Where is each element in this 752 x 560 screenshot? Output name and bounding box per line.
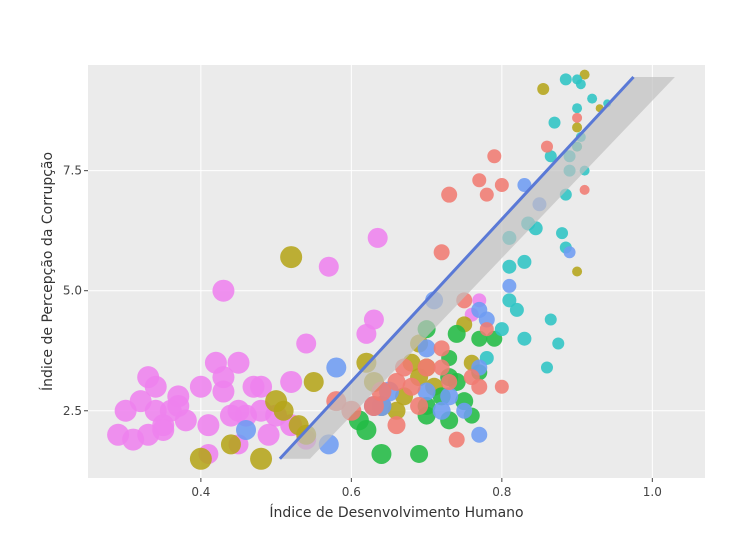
data-point (517, 254, 532, 269)
data-point (152, 418, 175, 441)
data-point (471, 426, 488, 443)
grid-lines (88, 65, 705, 478)
data-point (144, 375, 167, 398)
data-point (572, 103, 583, 114)
y-tick-label: 2.5 (63, 404, 82, 418)
data-point (471, 378, 488, 395)
data-point (509, 302, 524, 317)
data-point (540, 361, 553, 374)
data-points (107, 69, 612, 470)
confidence-band (279, 77, 675, 459)
data-point (479, 187, 494, 202)
data-point (494, 379, 509, 394)
data-point (563, 246, 576, 259)
data-point (433, 244, 450, 261)
data-point (579, 184, 590, 195)
data-point (579, 69, 590, 80)
data-point (441, 186, 458, 203)
data-point (326, 357, 347, 378)
data-point (363, 309, 384, 330)
data-point (189, 447, 212, 470)
data-point (572, 122, 583, 133)
x-tick-label: 1.0 (643, 485, 662, 499)
data-point (572, 266, 583, 277)
data-point (502, 293, 517, 308)
y-axis-label: Índice de Percepção da Corrupção (39, 152, 56, 391)
data-point (387, 372, 406, 391)
data-point (559, 73, 572, 86)
data-point (417, 358, 436, 377)
data-point (280, 246, 303, 269)
data-point (410, 396, 429, 415)
data-point (494, 322, 509, 337)
data-point (367, 227, 388, 248)
y-tick-label: 5.0 (63, 284, 82, 298)
data-point (440, 387, 459, 406)
x-axis-ticks: 0.4 0.6 0.8 1.0 (191, 478, 662, 499)
data-point (556, 227, 569, 240)
data-point (167, 394, 190, 417)
data-point (587, 93, 598, 104)
data-point (417, 339, 436, 358)
data-point (502, 278, 517, 293)
data-point (387, 416, 406, 435)
data-point (447, 324, 466, 343)
data-point (250, 375, 273, 398)
y-tick-label: 7.5 (63, 164, 82, 178)
trend-line (278, 75, 635, 460)
data-point (433, 340, 450, 357)
data-point (410, 444, 429, 463)
data-point (544, 313, 557, 326)
data-point (189, 375, 212, 398)
data-point (575, 79, 586, 90)
data-point (517, 178, 532, 193)
data-point (212, 279, 235, 302)
data-point (494, 178, 509, 193)
x-tick-label: 0.4 (191, 485, 210, 499)
data-point (502, 259, 517, 274)
data-point (122, 428, 145, 451)
data-point (220, 434, 241, 455)
data-point (296, 333, 317, 354)
data-point (544, 150, 557, 163)
data-point (552, 337, 565, 350)
data-point (456, 402, 473, 419)
x-axis-label: Índice de Desenvolvimento Humano (269, 504, 523, 521)
data-point (387, 401, 406, 420)
data-point (402, 377, 421, 396)
data-point (540, 140, 553, 153)
data-point (356, 419, 377, 440)
data-point (479, 322, 494, 337)
data-point (517, 331, 532, 346)
data-point (537, 83, 550, 96)
data-point (572, 112, 583, 123)
data-point (441, 373, 458, 390)
y-axis-ticks: 2.5 5.0 7.5 (63, 164, 88, 418)
data-point (227, 351, 250, 374)
data-point (371, 443, 392, 464)
data-point (250, 447, 273, 470)
data-point (257, 423, 280, 446)
data-point (487, 149, 502, 164)
data-point (448, 431, 465, 448)
data-point (273, 400, 294, 421)
data-point (303, 371, 324, 392)
x-tick-label: 0.6 (342, 485, 361, 499)
data-point (433, 359, 450, 376)
data-point (197, 414, 220, 437)
data-point (472, 173, 487, 188)
data-point (548, 116, 561, 129)
data-point (212, 380, 235, 403)
data-point (318, 256, 339, 277)
data-point (236, 419, 257, 440)
x-tick-label: 0.8 (492, 485, 511, 499)
data-point (432, 401, 451, 420)
data-point (417, 382, 436, 401)
data-point (280, 370, 303, 393)
